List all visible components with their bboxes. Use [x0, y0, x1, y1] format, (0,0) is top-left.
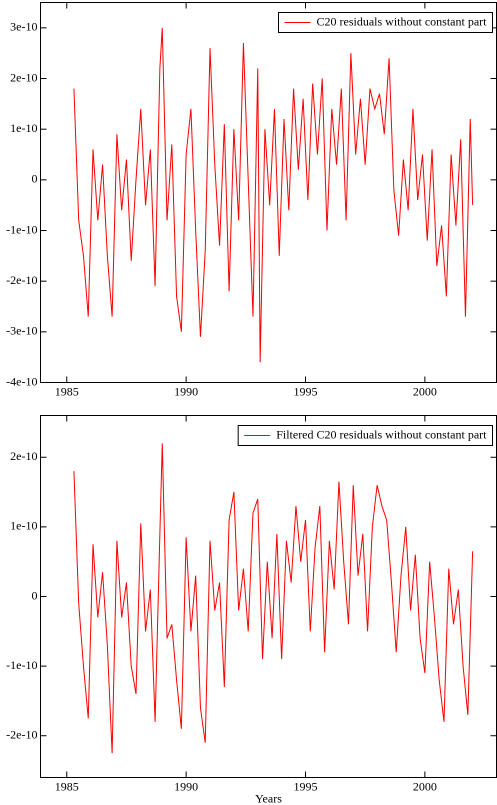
x-axis-label: Years: [255, 791, 282, 805]
y-tick-label: 1e-10: [10, 121, 37, 135]
x-tick-label: 1990: [174, 779, 198, 793]
y-tick-label: 0: [32, 588, 38, 602]
y-tick-label: -1e-10: [6, 222, 37, 236]
x-tick-label: 1985: [55, 384, 79, 398]
y-tick-label: 1e-10: [10, 519, 37, 533]
y-tick-label: 0: [32, 172, 38, 186]
legend: Filtered C20 residuals without constant …: [237, 425, 493, 446]
x-tick-label: 2000: [413, 779, 437, 793]
legend-label: C20 residuals without constant part: [317, 14, 488, 28]
data-line: [73, 443, 474, 754]
data-line: [73, 27, 474, 363]
y-tick-label: -2e-10: [6, 273, 37, 287]
y-tick-label: 2e-10: [10, 70, 37, 84]
y-tick-label: -1e-10: [6, 658, 37, 672]
y-tick-label: 3e-10: [10, 20, 37, 34]
legend: C20 residuals without constant part: [278, 12, 493, 33]
legend-box: [278, 12, 493, 33]
y-tick-label: -3e-10: [6, 324, 37, 338]
x-tick-label: 1985: [55, 779, 79, 793]
x-tick-label: 2000: [413, 384, 437, 398]
legend-label: Filtered C20 residuals without constant …: [276, 427, 487, 441]
x-tick-label: 1995: [294, 779, 318, 793]
legend-box: [237, 425, 493, 446]
x-tick-label: 1990: [174, 384, 198, 398]
y-tick-label: -4e-10: [6, 374, 37, 388]
y-tick-label: 2e-10: [10, 449, 37, 463]
y-tick-label: -2e-10: [6, 727, 37, 741]
x-tick-label: 1995: [294, 384, 318, 398]
